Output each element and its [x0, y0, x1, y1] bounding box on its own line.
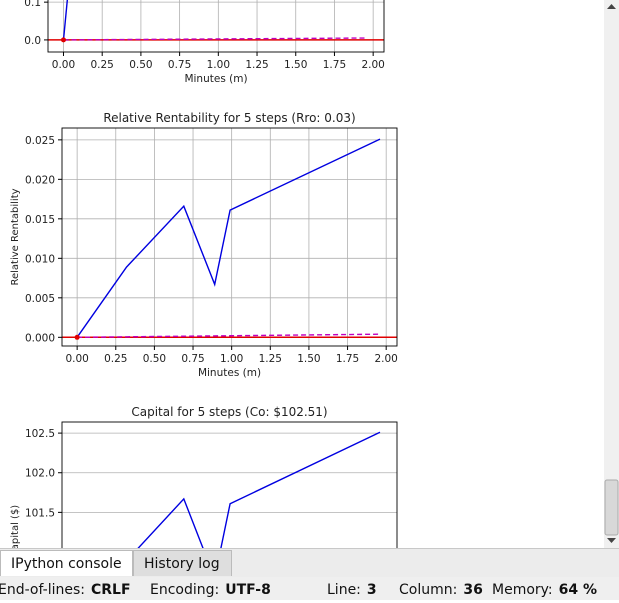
y-tick-label: 0.015 [25, 214, 55, 226]
x-tick-label: 1.25 [259, 353, 282, 365]
x-tick-label: 0.00 [52, 59, 75, 71]
status-value: 3 [366, 582, 377, 598]
status-value: UTF-8 [225, 582, 271, 598]
x-tick-label: 1.00 [207, 59, 230, 71]
x-tick-label: 0.25 [104, 353, 127, 365]
x-tick-label: 0.50 [143, 353, 166, 365]
x-tick-label: 0.50 [129, 59, 152, 71]
status-item: Encoding: UTF-8 [150, 577, 271, 603]
y-tick-label: 0.010 [25, 253, 55, 265]
x-axis-label: Minutes (m) [198, 367, 261, 379]
chart: 0.00 0.25 0.50 0.75 1.00 1.25 1.50 1.75 2.00 0.00… [10, 111, 398, 379]
chart: 101.5 102.0 102.5 Capital for 5 steps (Co: … [10, 405, 398, 548]
status-value: 36 [463, 582, 483, 598]
scrollbar[interactable] [604, 0, 619, 548]
plot-area: 0.00 0.25 0.50 0.75 1.00 1.25 1.50 1.75 2.000.00… [10, 0, 619, 548]
marker [74, 334, 80, 340]
x-axis-label: Minutes (m) [184, 73, 247, 85]
axes-frame [47, 0, 385, 53]
axes-background [48, 0, 384, 52]
scroll-thumb[interactable] [604, 479, 619, 536]
y-axis-label: Relative Rentability [10, 188, 21, 285]
plot-lines [62, 138, 397, 340]
scroll-down[interactable] [607, 538, 616, 543]
series-line [76, 138, 381, 338]
scroll-up[interactable] [607, 4, 616, 9]
tab[interactable]: History log [133, 550, 232, 576]
chart: 0.00 0.25 0.50 0.75 1.00 1.25 1.50 1.75 2.00 0.0 0… [24, 0, 385, 85]
x-tick-label: 2.00 [374, 353, 397, 365]
chart-title: Relative Rentability for 5 steps (Rro: 0… [103, 111, 355, 125]
y-tick-label: 102.5 [25, 428, 55, 440]
x-tick-label: 0.75 [168, 59, 191, 71]
status-label: Encoding: [150, 582, 220, 598]
x-tick-label: 1.00 [220, 353, 243, 365]
x-tick-label: 0.75 [181, 353, 204, 365]
status-value: CRLF [90, 582, 131, 598]
y-tick-label: 0.005 [25, 293, 55, 305]
status-label: Line: [327, 582, 361, 598]
marker [60, 37, 66, 43]
status-item: Column: 36 [399, 577, 483, 603]
series-line [77, 333, 381, 338]
status-item: Memory: 64 % [492, 577, 597, 603]
y-axis-label: Capital ($) [10, 505, 21, 548]
status-item: End-of-lines: CRLF [0, 577, 131, 603]
status-label: Memory: [492, 582, 553, 598]
plot-lines [48, 0, 384, 43]
status-bar: End-of-lines: CRLF Encoding: UTF-8 Line: 3 Col… [0, 577, 619, 600]
tab-bar: IPython console History log [0, 548, 619, 577]
status-value: 64 % [558, 582, 598, 598]
plot-lines [137, 431, 381, 548]
y-tick-label: 101.5 [25, 507, 55, 519]
series-line [63, 37, 368, 41]
status-item: Line: 3 [327, 577, 377, 603]
y-tick-label: 0.025 [25, 135, 55, 147]
series-line [137, 431, 381, 548]
y-tick-label: 0.000 [25, 332, 55, 344]
y-tick-label: 0.1 [24, 0, 41, 9]
x-tick-label: 2.00 [361, 59, 384, 71]
x-tick-label: 1.25 [245, 59, 268, 71]
chart-title: Capital for 5 steps (Co: $102.51) [131, 405, 327, 419]
x-tick-label: 1.50 [284, 59, 307, 71]
x-tick-label: 1.75 [336, 353, 359, 365]
y-tick-label: 102.0 [25, 468, 55, 480]
x-tick-label: 1.50 [297, 353, 320, 365]
axes-frame [61, 421, 398, 548]
status-label: Column: [399, 582, 458, 598]
scroll-track[interactable] [604, 0, 619, 548]
x-tick-label: 1.75 [323, 59, 346, 71]
axes-background [62, 422, 397, 548]
status-label: End-of-lines: [0, 582, 85, 598]
x-tick-label: 0.00 [65, 353, 88, 365]
axes-background [62, 128, 397, 346]
tab[interactable]: IPython console [0, 550, 133, 576]
y-tick-label: 0.020 [25, 174, 55, 186]
charts: 0.00 0.25 0.50 0.75 1.00 1.25 1.50 1.75 2.000.00… [10, 0, 398, 548]
y-tick-label: 0.0 [24, 35, 41, 47]
x-tick-label: 0.25 [90, 59, 113, 71]
axes-frame [61, 127, 398, 347]
